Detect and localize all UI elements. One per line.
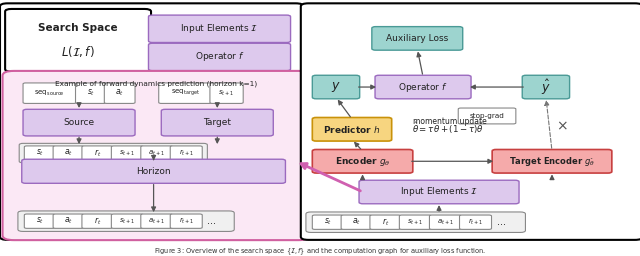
Text: $r_{t+1}$: $r_{t+1}$ xyxy=(179,216,194,226)
Text: Encoder $g_\theta$: Encoder $g_\theta$ xyxy=(335,155,390,168)
FancyBboxPatch shape xyxy=(170,146,202,160)
FancyBboxPatch shape xyxy=(24,146,55,160)
Text: ...: ... xyxy=(497,217,506,227)
Text: Input Elements $\mathcal{I}$: Input Elements $\mathcal{I}$ xyxy=(400,186,478,198)
Text: Predictor $h$: Predictor $h$ xyxy=(323,124,381,135)
Text: $a_t$: $a_t$ xyxy=(64,216,73,227)
Text: $\mathrm{seq}_{\mathrm{target}}$: $\mathrm{seq}_{\mathrm{target}}$ xyxy=(171,88,200,99)
Text: $\hat{\theta} = \tau\theta + (1-\tau)\hat{\theta}$: $\hat{\theta} = \tau\theta + (1-\tau)\ha… xyxy=(412,121,484,136)
Text: Search Space: Search Space xyxy=(38,23,118,33)
Text: $a_t$: $a_t$ xyxy=(352,217,361,228)
Text: $r_{t+1}$: $r_{t+1}$ xyxy=(468,217,483,227)
FancyBboxPatch shape xyxy=(460,215,492,229)
Text: $\times$: $\times$ xyxy=(556,120,568,134)
FancyBboxPatch shape xyxy=(53,146,84,160)
FancyBboxPatch shape xyxy=(5,9,151,72)
FancyBboxPatch shape xyxy=(111,146,143,160)
Text: Horizon: Horizon xyxy=(136,167,171,176)
Text: Figure 3: Overview of the search space $\{\mathcal{I}, f\}$ and the computation : Figure 3: Overview of the search space $… xyxy=(154,246,486,256)
Text: $s_t$: $s_t$ xyxy=(36,148,44,158)
Text: $\hat{y}$: $\hat{y}$ xyxy=(541,78,551,97)
FancyBboxPatch shape xyxy=(312,215,343,229)
FancyBboxPatch shape xyxy=(458,108,516,124)
FancyBboxPatch shape xyxy=(210,83,243,103)
Text: $a_{t+1}$: $a_{t+1}$ xyxy=(148,217,165,226)
Text: Auxiliary Loss: Auxiliary Loss xyxy=(386,34,449,43)
Text: Input Elements $\mathcal{I}$: Input Elements $\mathcal{I}$ xyxy=(180,22,259,35)
FancyBboxPatch shape xyxy=(148,15,291,42)
FancyBboxPatch shape xyxy=(76,83,106,103)
Text: $s_{t+1}$: $s_{t+1}$ xyxy=(407,218,424,227)
Text: $y$: $y$ xyxy=(331,80,341,94)
Text: $L(\mathcal{I}, f)$: $L(\mathcal{I}, f)$ xyxy=(61,44,95,59)
Text: Operator $f$: Operator $f$ xyxy=(195,50,244,63)
Text: $\mathrm{seq}_{\mathrm{source}}$: $\mathrm{seq}_{\mathrm{source}}$ xyxy=(35,89,65,98)
FancyBboxPatch shape xyxy=(148,43,291,71)
Text: $s_{t+1}$: $s_{t+1}$ xyxy=(119,217,136,226)
Text: $r_{t+1}$: $r_{t+1}$ xyxy=(179,148,194,158)
Text: stop-grad: stop-grad xyxy=(470,113,504,119)
Text: $s_t$: $s_t$ xyxy=(324,217,332,228)
FancyBboxPatch shape xyxy=(312,118,392,141)
Text: $s_t$: $s_t$ xyxy=(87,88,95,99)
FancyBboxPatch shape xyxy=(111,214,143,228)
FancyBboxPatch shape xyxy=(372,27,463,50)
FancyBboxPatch shape xyxy=(312,150,413,173)
FancyBboxPatch shape xyxy=(3,71,310,240)
FancyBboxPatch shape xyxy=(359,180,519,204)
FancyBboxPatch shape xyxy=(522,75,570,99)
Text: $s_t$: $s_t$ xyxy=(36,216,44,227)
FancyBboxPatch shape xyxy=(24,214,55,228)
FancyBboxPatch shape xyxy=(82,214,113,228)
Text: $a_{t+1}$: $a_{t+1}$ xyxy=(148,148,165,158)
FancyBboxPatch shape xyxy=(18,211,234,231)
FancyBboxPatch shape xyxy=(104,83,135,103)
FancyBboxPatch shape xyxy=(82,146,113,160)
Text: Target Encoder $g_{\hat{\theta}}$: Target Encoder $g_{\hat{\theta}}$ xyxy=(509,155,595,168)
FancyBboxPatch shape xyxy=(22,159,285,183)
Text: $r_t$: $r_t$ xyxy=(93,216,101,227)
Text: $s_{t+1}$: $s_{t+1}$ xyxy=(218,89,235,98)
FancyBboxPatch shape xyxy=(375,75,471,99)
FancyBboxPatch shape xyxy=(53,214,84,228)
FancyBboxPatch shape xyxy=(19,143,207,163)
Text: $a_{t+1}$: $a_{t+1}$ xyxy=(437,218,454,227)
Text: Example of forward dynamics prediction (horizon k=1): Example of forward dynamics prediction (… xyxy=(55,80,257,87)
Text: $r_t$: $r_t$ xyxy=(381,217,389,228)
FancyBboxPatch shape xyxy=(301,3,640,240)
Text: Target: Target xyxy=(204,118,231,127)
Text: ...: ... xyxy=(207,216,216,226)
FancyBboxPatch shape xyxy=(161,109,273,136)
FancyBboxPatch shape xyxy=(141,214,173,228)
Text: $a_t$: $a_t$ xyxy=(64,148,73,158)
FancyBboxPatch shape xyxy=(312,75,360,99)
Text: momentum update: momentum update xyxy=(413,116,487,126)
FancyBboxPatch shape xyxy=(492,150,612,173)
FancyBboxPatch shape xyxy=(399,215,431,229)
FancyBboxPatch shape xyxy=(23,109,135,136)
FancyBboxPatch shape xyxy=(306,212,525,232)
FancyBboxPatch shape xyxy=(159,83,212,103)
FancyBboxPatch shape xyxy=(141,146,173,160)
Text: Source: Source xyxy=(63,118,95,127)
Text: Operator $f$: Operator $f$ xyxy=(398,81,448,93)
Text: $a_t$: $a_t$ xyxy=(115,88,124,99)
FancyBboxPatch shape xyxy=(23,83,76,103)
FancyBboxPatch shape xyxy=(429,215,461,229)
FancyBboxPatch shape xyxy=(170,214,202,228)
FancyBboxPatch shape xyxy=(0,3,303,240)
FancyBboxPatch shape xyxy=(341,215,372,229)
FancyBboxPatch shape xyxy=(370,215,401,229)
Text: $s_{t+1}$: $s_{t+1}$ xyxy=(119,148,136,158)
Text: $r_t$: $r_t$ xyxy=(93,147,101,159)
